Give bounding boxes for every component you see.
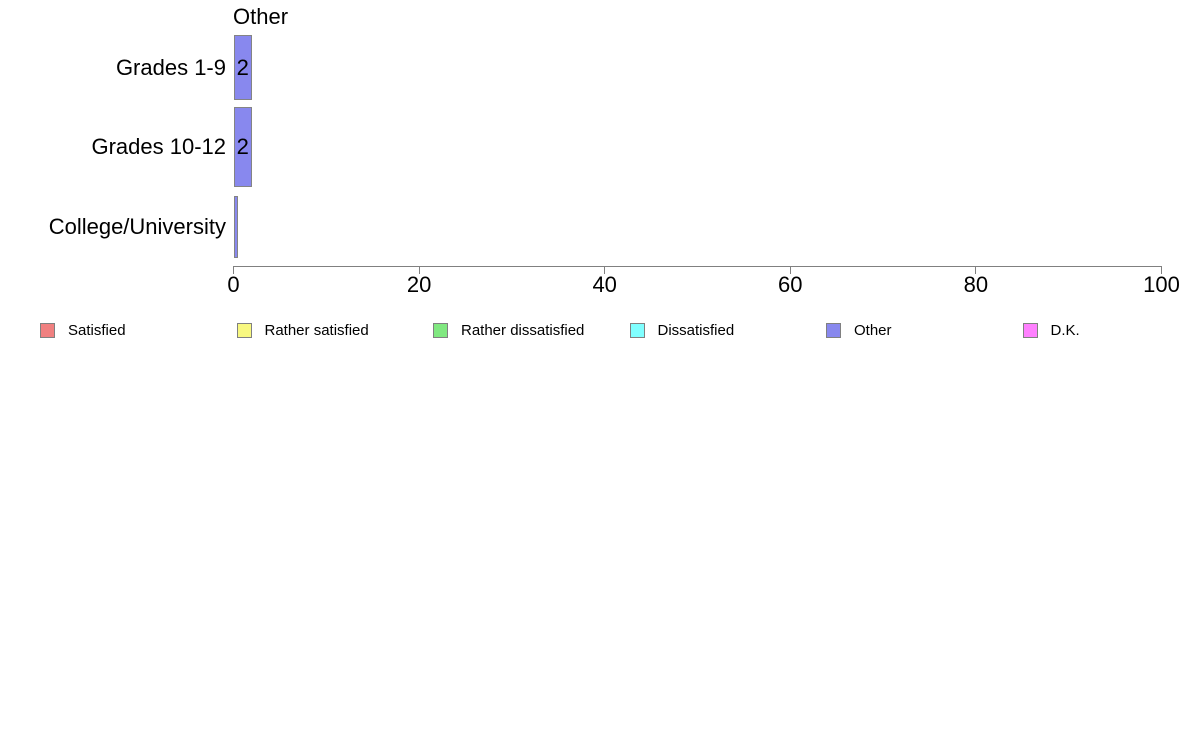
x-axis-tick bbox=[1161, 266, 1162, 274]
legend-label: Dissatisfied bbox=[657, 321, 735, 339]
x-axis-tick bbox=[789, 266, 791, 274]
legend-label: Rather satisfied bbox=[264, 321, 369, 339]
x-axis-tick bbox=[975, 266, 977, 274]
chart-title: Other bbox=[233, 4, 289, 29]
legend-swatch bbox=[40, 322, 55, 338]
legend-label: D.K. bbox=[1050, 321, 1080, 339]
x-axis-tick-label: 20 bbox=[406, 272, 432, 297]
legend-label: Satisfied bbox=[68, 321, 126, 339]
x-axis-tick bbox=[233, 266, 234, 274]
legend-swatch bbox=[629, 322, 645, 338]
x-axis-tick bbox=[604, 266, 606, 274]
legend-item: Rather dissatisfied bbox=[433, 321, 585, 339]
bar bbox=[233, 107, 253, 187]
legend-item: D.K. bbox=[1022, 321, 1080, 339]
legend-item: Satisfied bbox=[40, 321, 126, 339]
legend-item: Other bbox=[826, 321, 892, 339]
x-axis-tick-label: 40 bbox=[592, 272, 617, 297]
category-label: Grades 10-12 bbox=[91, 134, 226, 159]
legend-swatch bbox=[236, 322, 252, 338]
bar-value-label: 2 bbox=[236, 54, 249, 80]
x-axis-tick-label: 100 bbox=[1143, 272, 1180, 297]
bar bbox=[233, 35, 253, 100]
x-axis-tick-label: 80 bbox=[963, 272, 989, 297]
x-axis-tick-label: 0 bbox=[227, 272, 240, 297]
bar bbox=[233, 196, 239, 258]
legend-item: Dissatisfied bbox=[629, 321, 735, 339]
legend-swatch bbox=[826, 322, 841, 338]
x-axis-tick bbox=[418, 266, 420, 274]
legend-label: Other bbox=[854, 321, 892, 339]
legend-item: Rather satisfied bbox=[236, 321, 369, 339]
category-label: Grades 1-9 bbox=[115, 54, 226, 80]
bar-value-label: 2 bbox=[236, 134, 249, 159]
x-axis-tick-label: 60 bbox=[778, 272, 803, 297]
legend-swatch bbox=[1022, 322, 1038, 338]
category-label: College/University bbox=[48, 214, 226, 239]
legend-swatch bbox=[433, 322, 448, 338]
legend-label: Rather dissatisfied bbox=[461, 321, 585, 339]
x-axis-line bbox=[233, 266, 1162, 267]
